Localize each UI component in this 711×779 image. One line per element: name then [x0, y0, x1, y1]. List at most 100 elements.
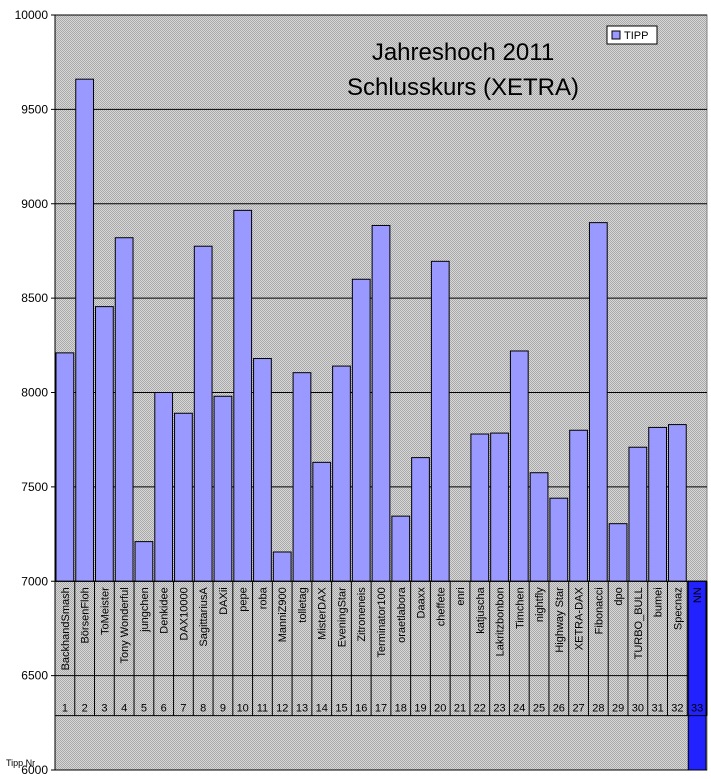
category-label: oraetlabora: [396, 586, 408, 643]
bar: [213, 395, 233, 582]
category-number: 2: [82, 703, 88, 715]
category-number: 10: [237, 703, 249, 715]
category-number: 23: [493, 703, 505, 715]
category-label: nightfly: [534, 587, 546, 622]
y-tick-label: 9500: [21, 102, 48, 116]
category-label: tolletag: [297, 587, 309, 622]
chart-title: Jahreshoch 2011: [372, 39, 554, 66]
bar: [391, 515, 411, 582]
category-label: Zitroneneis: [356, 587, 368, 642]
category-number: 27: [572, 703, 584, 715]
category-label: SagittariusA: [198, 587, 210, 647]
category-label: Denkidee: [159, 587, 171, 633]
bar: [411, 457, 430, 582]
category-number: 12: [276, 703, 288, 715]
category-number: 11: [257, 703, 268, 715]
category-label: Tony Wonderful: [119, 587, 131, 663]
category-number: 3: [101, 703, 107, 715]
category-number: 13: [296, 703, 308, 715]
category-label: BörsenFloh: [80, 587, 92, 643]
category-label: Timchen: [514, 587, 526, 629]
bar: [174, 412, 193, 582]
bar: [75, 78, 95, 582]
category-number: 15: [335, 703, 347, 715]
bar: [549, 497, 569, 582]
category-number: 33: [691, 703, 703, 715]
bar: [430, 260, 450, 582]
bar: [253, 358, 272, 582]
title-group: Jahreshoch 2011 Schlusskurs (XETRA): [347, 39, 579, 101]
category-number: 6: [161, 703, 167, 715]
category-label: NN: [692, 587, 704, 603]
category-number: 25: [533, 703, 545, 715]
bar: [490, 432, 509, 582]
bar: [608, 523, 628, 582]
category-label: DAXii: [218, 587, 230, 615]
bar: [351, 278, 371, 582]
bar: [569, 429, 588, 582]
y-axis: 6000 6500 7000 7500 8000 8500 9000 9500 10000: [15, 8, 56, 777]
category-label: Fibonacci: [593, 587, 605, 634]
category-label: Terminator100: [376, 587, 388, 657]
bar: [588, 222, 608, 582]
category-label: dpo: [613, 587, 625, 605]
bar: [667, 424, 687, 582]
bar: [509, 350, 529, 582]
category-number: 16: [355, 703, 367, 715]
category-number: 9: [220, 703, 226, 715]
category-label: MisterDAX: [317, 587, 329, 640]
category-label: ManniZ900: [277, 587, 289, 642]
category-number: 4: [121, 703, 127, 715]
bar: [193, 245, 213, 582]
category-label: cheffete: [435, 587, 447, 626]
category-label: EveningStar: [336, 587, 348, 647]
bar: [371, 224, 391, 582]
category-label: BackhandSmash: [60, 587, 72, 670]
bar: [55, 352, 75, 582]
category-label: ToMeister: [99, 587, 111, 635]
x-axis-label: Tipp Nr: [6, 758, 35, 768]
legend: TIPP: [606, 25, 658, 45]
y-tick-label: 8000: [21, 386, 48, 400]
category-label: Specnaz: [672, 587, 684, 630]
category-label: Lakritzbonbon: [495, 587, 507, 656]
category-number: 22: [474, 703, 486, 715]
bar: [154, 392, 174, 582]
legend-swatch: [611, 30, 621, 40]
chart-subtitle: Schlusskurs (XETRA): [347, 74, 579, 101]
category-number: 1: [62, 703, 68, 715]
bar: [470, 433, 490, 582]
bar: [628, 446, 648, 582]
category-number: 21: [454, 703, 466, 715]
bar: [648, 426, 667, 582]
category-number: 26: [553, 703, 565, 715]
category-label: jungchen: [139, 587, 151, 633]
category-label: enri: [455, 587, 467, 605]
y-tick-label: 10000: [15, 8, 49, 22]
bar: [272, 551, 292, 582]
category-label: bumei: [653, 587, 665, 617]
category-label: katjuscha: [475, 586, 487, 633]
category-number: 20: [434, 703, 446, 715]
bar: [529, 472, 549, 582]
category-number: 28: [592, 703, 604, 715]
category-number: 14: [316, 703, 328, 715]
y-tick-label: 8500: [21, 291, 48, 305]
bars: [55, 78, 707, 771]
category-number: 18: [395, 703, 407, 715]
category-label: pepe: [238, 587, 250, 611]
y-tick-label: 7000: [21, 574, 48, 588]
bar: [292, 372, 312, 582]
category-number: 30: [632, 703, 644, 715]
bar: [312, 461, 332, 582]
y-tick-label: 7500: [21, 480, 48, 494]
category-label: DAX10000: [178, 587, 190, 640]
category-label: XETRA-DAX: [574, 587, 586, 651]
bar: [233, 209, 253, 582]
y-tick-label: 9000: [21, 197, 48, 211]
category-number: 5: [141, 703, 147, 715]
category-number: 24: [513, 703, 525, 715]
y-tick-label: 6500: [21, 669, 48, 683]
category-label: Daaxx: [416, 587, 428, 619]
